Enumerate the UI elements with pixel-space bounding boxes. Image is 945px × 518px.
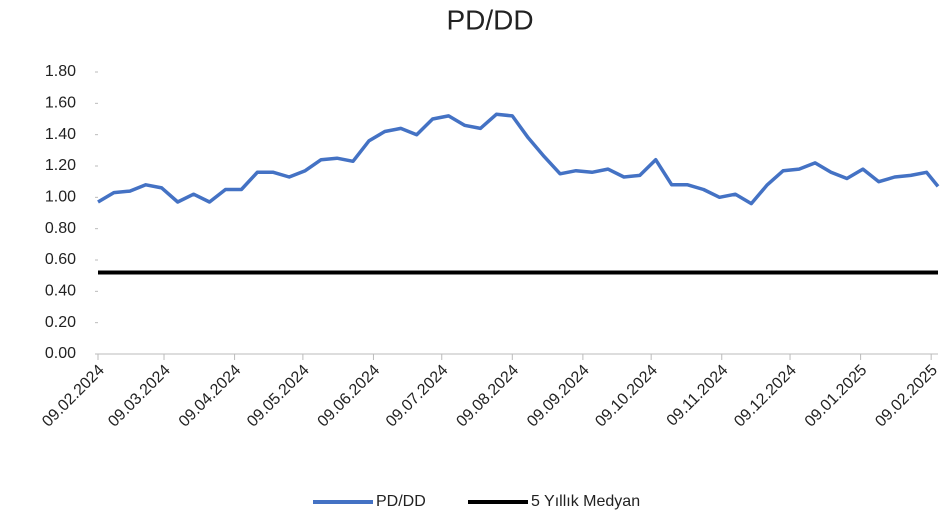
x-tick-label: 09.03.2024 [105, 362, 174, 431]
x-tick-label: 09.08.2024 [453, 362, 522, 431]
x-tick-label: 09.01.2025 [802, 362, 871, 431]
y-tick-label: 1.00 [45, 189, 76, 206]
legend-label: PD/DD [376, 493, 426, 510]
y-tick-label: 0.00 [45, 345, 76, 362]
x-tick-label: 09.11.2024 [664, 362, 732, 430]
y-tick-label: 0.80 [45, 220, 76, 237]
series-line [97, 112, 940, 206]
x-tick-label: 09.02.2024 [39, 362, 108, 431]
y-tick-label: 1.40 [45, 126, 76, 143]
x-tick-label: 09.06.2024 [315, 362, 384, 431]
y-tick-label: 0.20 [45, 314, 76, 331]
x-tick-label: 09.04.2024 [176, 362, 245, 431]
y-tick-label: 1.60 [45, 95, 76, 112]
y-tick-label: 1.80 [45, 63, 76, 80]
x-tick-label: 09.05.2024 [244, 362, 313, 431]
x-tick-label: 09.07.2024 [383, 362, 452, 431]
chart-title: PD/DD [446, 4, 533, 35]
legend-label: 5 Yıllık Medyan [531, 493, 640, 510]
x-tick-label: 09.12.2024 [731, 362, 800, 431]
y-tick-label: 0.40 [45, 283, 76, 300]
y-tick-label: 0.60 [45, 251, 76, 268]
x-tick-label: 09.10.2024 [592, 362, 661, 431]
x-tick-label: 09.02.2025 [872, 362, 941, 431]
x-tick-label: 09.09.2024 [524, 362, 593, 431]
y-tick-label: 1.20 [45, 157, 76, 174]
